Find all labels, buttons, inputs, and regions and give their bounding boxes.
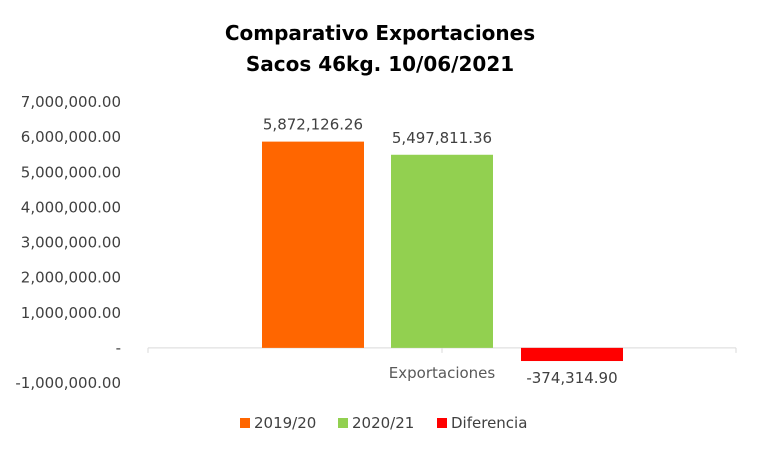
y-tick-label: 6,000,000.00 bbox=[21, 128, 121, 146]
bar-2020-21 bbox=[391, 154, 493, 348]
chart-title-line-2: Sacos 46kg. 10/06/2021 bbox=[246, 52, 514, 76]
legend-swatch bbox=[437, 418, 447, 428]
y-tick-label: 5,000,000.00 bbox=[21, 163, 121, 181]
legend: 2019/20 2020/21 Diferencia bbox=[240, 414, 527, 432]
data-label: 5,872,126.26 bbox=[263, 116, 363, 134]
data-label: -374,314.90 bbox=[526, 369, 617, 387]
bar-diferencia bbox=[521, 347, 623, 362]
bar-2019-20 bbox=[262, 141, 364, 348]
legend-label: 2020/21 bbox=[352, 414, 414, 432]
legend-swatch bbox=[240, 418, 250, 428]
y-tick-label: 7,000,000.00 bbox=[21, 93, 121, 111]
data-label: 5,497,811.36 bbox=[392, 129, 492, 147]
y-tick-label: 4,000,000.00 bbox=[21, 198, 121, 216]
legend-swatch bbox=[338, 418, 348, 428]
chart-title-line-1: Comparativo Exportaciones bbox=[225, 21, 535, 45]
plot-area: 7,000,000.00 6,000,000.00 5,000,000.00 4,00… bbox=[15, 93, 737, 392]
y-tick-label: 1,000,000.00 bbox=[21, 304, 121, 322]
legend-label: Diferencia bbox=[451, 414, 527, 432]
y-tick-label: -1,000,000.00 bbox=[15, 374, 121, 392]
x-category-label: Exportaciones bbox=[389, 364, 496, 382]
y-tick-label: - bbox=[116, 339, 121, 357]
y-tick-label: 2,000,000.00 bbox=[21, 269, 121, 287]
legend-label: 2019/20 bbox=[254, 414, 316, 432]
y-tick-label: 3,000,000.00 bbox=[21, 234, 121, 252]
